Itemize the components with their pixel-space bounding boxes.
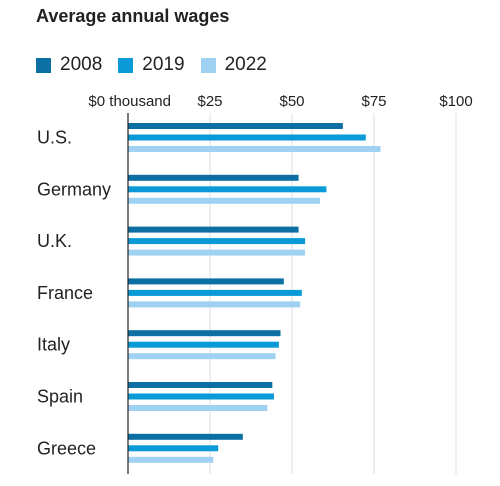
legend-label-2008: 2008: [60, 54, 103, 75]
chart-title: Average annual wages: [36, 6, 230, 26]
legend-item-2008: 2008: [36, 54, 102, 76]
bar-u-k-2008: [128, 226, 299, 233]
bar-greece-2022: [128, 456, 214, 463]
bar-france-2019: [128, 289, 302, 296]
bar-spain-2008: [128, 382, 273, 388]
category-label-u-k: U.K.: [37, 231, 72, 251]
chart-legend: 2008 2019 2022: [36, 54, 283, 76]
legend-swatch-2008: [36, 57, 51, 73]
bar-germany-2008: [128, 174, 299, 181]
bar-u-k-2022: [128, 249, 306, 256]
x-tick-label-100: $100: [439, 93, 472, 110]
legend-item-2022: 2022: [200, 54, 267, 76]
category-label-spain: Spain: [37, 387, 83, 407]
legend-swatch-2022: [200, 57, 216, 73]
bar-italy-2022: [128, 353, 276, 360]
bar-germany-2022: [128, 197, 320, 204]
bar-spain-2019: [128, 393, 274, 400]
bar-france-2022: [128, 301, 301, 308]
category-label-italy: Italy: [37, 335, 70, 355]
bar-u-s-2008: [128, 123, 343, 129]
x-tick-label-50: $50: [279, 93, 304, 110]
category-label-germany: Germany: [37, 179, 111, 199]
category-label-u-s: U.S.: [37, 128, 72, 148]
bar-france-2008: [128, 278, 284, 285]
category-label-greece: Greece: [37, 438, 96, 458]
bar-u-k-2019: [128, 238, 306, 245]
x-tick-label-25: $25: [197, 93, 222, 110]
bar-u-s-2019: [128, 134, 366, 141]
legend-swatch-2019: [118, 57, 134, 73]
bar-greece-2008: [128, 433, 243, 440]
bar-greece-2019: [128, 445, 219, 452]
bar-spain-2022: [128, 405, 268, 411]
bar-u-s-2022: [128, 146, 381, 152]
legend-label-2022: 2022: [224, 54, 267, 75]
x-tick-label-75: $75: [361, 93, 386, 110]
legend-item-2019: 2019: [118, 54, 185, 76]
category-label-france: France: [37, 283, 93, 303]
bar-italy-2019: [128, 341, 279, 348]
bar-italy-2008: [128, 330, 281, 337]
legend-label-2019: 2019: [142, 54, 185, 75]
bar-germany-2019: [128, 186, 327, 193]
x-tick-label-0: $0 thousand: [88, 93, 171, 110]
